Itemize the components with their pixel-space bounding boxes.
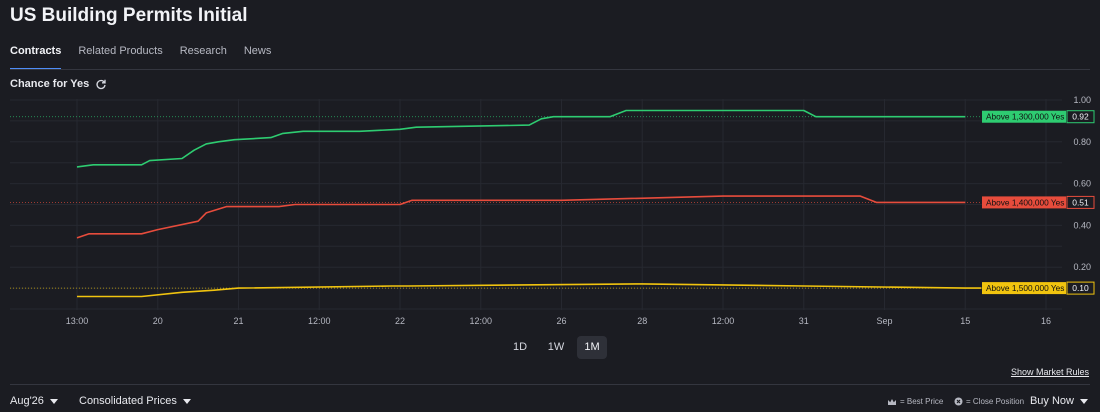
close-position-label: = Close Position	[966, 397, 1025, 406]
series-value-box	[1066, 195, 1095, 209]
y-tick-label: 0.20	[1073, 262, 1091, 272]
series-line	[76, 109, 966, 168]
footer-divider	[10, 384, 1090, 385]
x-tick-label: 28	[637, 316, 647, 326]
tab-contracts[interactable]: Contracts	[10, 44, 62, 70]
x-tick-label: 21	[233, 316, 243, 326]
x-tick-label: 22	[395, 316, 405, 326]
tab-news[interactable]: News	[243, 45, 272, 57]
series-label: Above 1,300,000 Yes	[986, 112, 1064, 122]
x-tick-label: 12:00	[308, 316, 331, 326]
y-tick-label: 0.60	[1073, 179, 1091, 189]
series-label: Above 1,500,000 Yes	[986, 283, 1064, 293]
y-tick-label: 1.00	[1073, 95, 1091, 105]
chart-title: Chance for Yes	[10, 78, 90, 90]
tab-related-products[interactable]: Related Products	[78, 45, 163, 57]
series-value: 0.10	[1072, 283, 1089, 293]
crown-icon	[888, 398, 896, 405]
x-tick-label: 20	[153, 316, 163, 326]
range-1d-button[interactable]: 1D	[512, 341, 528, 353]
series-line	[76, 195, 966, 239]
x-tick-label: 15	[960, 316, 970, 326]
chart-title-row: Chance for Yes	[10, 78, 107, 90]
x-tick-label: 26	[556, 316, 566, 326]
chevron-down-icon	[49, 398, 58, 404]
range-1m-button[interactable]: 1M	[577, 336, 607, 359]
series-label-box	[982, 110, 1066, 123]
best-price-label: = Best Price	[900, 397, 944, 406]
best-price-legend: = Best Price	[887, 397, 943, 406]
series-value: 0.51	[1072, 197, 1089, 207]
x-tick-label: 31	[799, 316, 809, 326]
y-tick-label: 0.40	[1073, 220, 1091, 230]
close-circle-icon	[954, 397, 963, 406]
price-select-label: Consolidated Prices	[79, 395, 177, 407]
series-label: Above 1,400,000 Yes	[986, 197, 1064, 207]
refresh-icon[interactable]	[95, 78, 107, 90]
x-tick-label: Sep	[876, 316, 892, 326]
x-tick-label: 12:00	[469, 316, 492, 326]
x-tick-label: 16	[1041, 316, 1051, 326]
chevron-down-icon	[182, 398, 191, 404]
x-tick-label: 13:00	[66, 316, 89, 326]
series-value-box	[1066, 281, 1095, 295]
tab-research[interactable]: Research	[179, 45, 227, 57]
month-select-label: Aug'26	[10, 395, 44, 407]
series-line	[77, 283, 982, 298]
month-select[interactable]: Aug'26	[10, 395, 58, 407]
close-position-legend: = Close Position	[954, 397, 1024, 406]
range-1w-button[interactable]: 1W	[547, 341, 565, 353]
range-selector: 1D 1W 1M	[505, 336, 607, 359]
y-tick-label: 0.80	[1073, 137, 1091, 147]
series-value-box	[1066, 110, 1095, 124]
page-title: US Building Permits Initial	[10, 5, 248, 26]
buy-now-button[interactable]: Buy Now	[1030, 395, 1088, 407]
probability-chart: 0.20 0.40 0.60 0.80 1.00 13:00 20 21 12:00 22 12:0…	[10, 95, 1095, 326]
series-value: 0.92	[1072, 112, 1089, 122]
series-label-box	[982, 282, 1066, 295]
price-select[interactable]: Consolidated Prices	[79, 395, 191, 407]
show-market-rules-link[interactable]: Show Market Rules	[1010, 367, 1089, 377]
chevron-down-icon	[1080, 398, 1088, 404]
tab-divider	[10, 69, 1090, 70]
tab-bar: Contracts Related Products Research News	[10, 44, 288, 70]
series-label-box	[982, 196, 1066, 209]
x-tick-label: 12:00	[712, 316, 735, 326]
buy-now-label: Buy Now	[1029, 395, 1074, 407]
